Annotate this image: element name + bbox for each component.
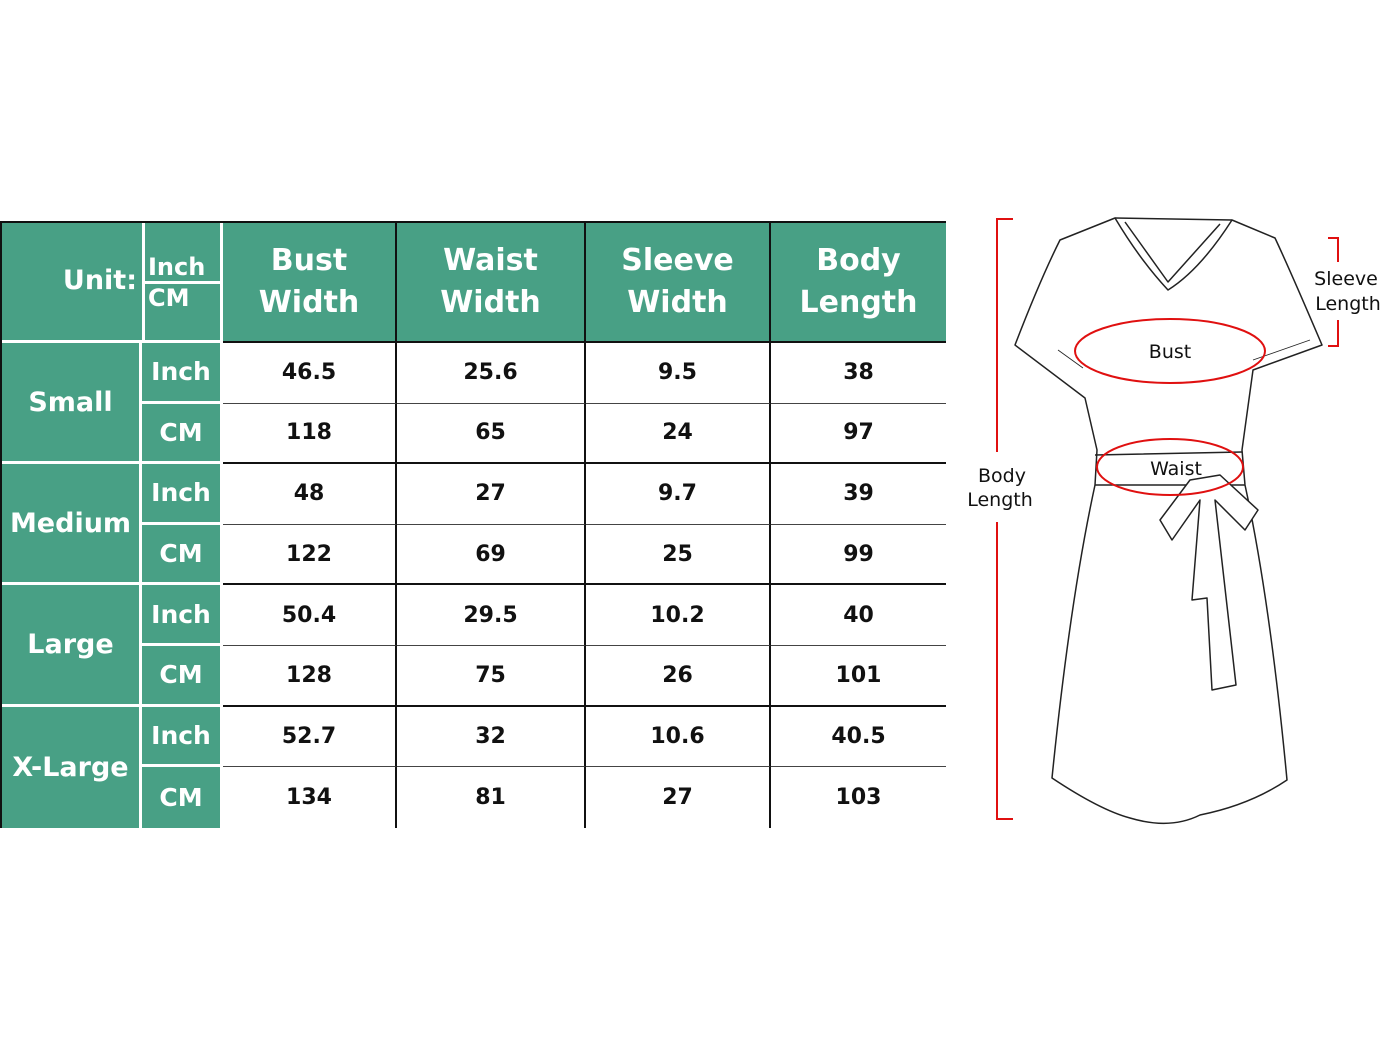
column-header-text: Waist <box>443 243 538 278</box>
unit-label: CM <box>142 645 223 707</box>
table-cell: 97 <box>771 403 946 465</box>
body-length-bracket <box>996 218 1013 820</box>
table-cell: 40.5 <box>771 706 946 768</box>
table-cell: 75 <box>397 645 586 707</box>
unit-label: Inch <box>142 464 223 525</box>
unit-label: Inch <box>142 585 223 646</box>
body-length-label-1: Body <box>978 465 1026 487</box>
table-cell: 46.5 <box>223 343 397 404</box>
table-cell: 52.7 <box>223 706 397 768</box>
bust-label: Bust <box>1149 341 1191 363</box>
table-cell: 29.5 <box>397 585 586 646</box>
table-cell: 69 <box>397 524 586 586</box>
size-chart-table: Unit: Inch CM Bust Width Waist Width Sleeve W… <box>0 221 946 828</box>
sleeve-length-label-2: Length <box>1315 293 1381 315</box>
sleeve-length-bracket <box>1328 237 1339 347</box>
unit-option-cm: CM <box>142 284 220 340</box>
column-header-text: Body <box>816 243 901 278</box>
table-cell: 48 <box>223 464 397 525</box>
column-header-text: Length <box>799 285 918 320</box>
unit-option-inch: Inch <box>142 223 220 284</box>
table-cell: 103 <box>771 767 946 828</box>
column-header-text: Width <box>440 285 541 320</box>
unit-label: CM <box>142 403 223 465</box>
dress-outline-icon <box>1014 217 1323 825</box>
column-header-text: Bust <box>270 243 348 278</box>
column-header: Sleeve Width <box>586 223 771 343</box>
size-label: X-Large <box>2 706 142 828</box>
table-cell: 101 <box>771 645 946 707</box>
waist-label: Waist <box>1150 458 1202 480</box>
unit-label: Inch <box>142 706 223 768</box>
table-cell: 27 <box>397 464 586 525</box>
table-cell: 10.2 <box>586 585 771 646</box>
sleeve-length-label-1: Sleeve <box>1314 268 1378 290</box>
table-cell: 39 <box>771 464 946 525</box>
table-cell: 81 <box>397 767 586 828</box>
unit-label: CM <box>142 767 223 828</box>
unit-label: Unit: <box>62 265 137 296</box>
column-header: Waist Width <box>397 223 586 343</box>
unit-label: CM <box>142 524 223 586</box>
table-cell: 24 <box>586 403 771 465</box>
table-cell: 40 <box>771 585 946 646</box>
table-cell: 27 <box>586 767 771 828</box>
column-header-text: Width <box>627 285 728 320</box>
waist-ellipse <box>1096 438 1244 496</box>
table-cell: 26 <box>586 645 771 707</box>
table-cell: 25.6 <box>397 343 586 404</box>
table-cell: 9.5 <box>586 343 771 404</box>
column-header-text: Width <box>258 285 360 320</box>
table-cell: 118 <box>223 403 397 465</box>
column-header: Body Length <box>771 223 946 343</box>
table-cell: 25 <box>586 524 771 586</box>
bust-ellipse <box>1074 318 1266 384</box>
size-label: Medium <box>2 464 142 586</box>
divider <box>220 223 223 343</box>
table-cell: 32 <box>397 706 586 768</box>
table-cell: 10.6 <box>586 706 771 768</box>
table-cell: 128 <box>223 645 397 707</box>
body-length-label-2: Length <box>967 489 1033 511</box>
table-cell: 38 <box>771 343 946 404</box>
unit-header-cell: Unit: Inch CM <box>2 223 223 343</box>
size-label: Small <box>2 343 142 465</box>
size-label: Large <box>2 585 142 707</box>
measurement-markers <box>996 218 1339 820</box>
table-cell: 122 <box>223 524 397 586</box>
table-cell: 9.7 <box>586 464 771 525</box>
column-header: Bust Width <box>223 223 397 343</box>
table-cell: 50.4 <box>223 585 397 646</box>
column-header-text: Sleeve <box>621 243 734 278</box>
table-cell: 134 <box>223 767 397 828</box>
table-cell: 65 <box>397 403 586 465</box>
unit-label: Inch <box>142 343 223 404</box>
table-cell: 99 <box>771 524 946 586</box>
